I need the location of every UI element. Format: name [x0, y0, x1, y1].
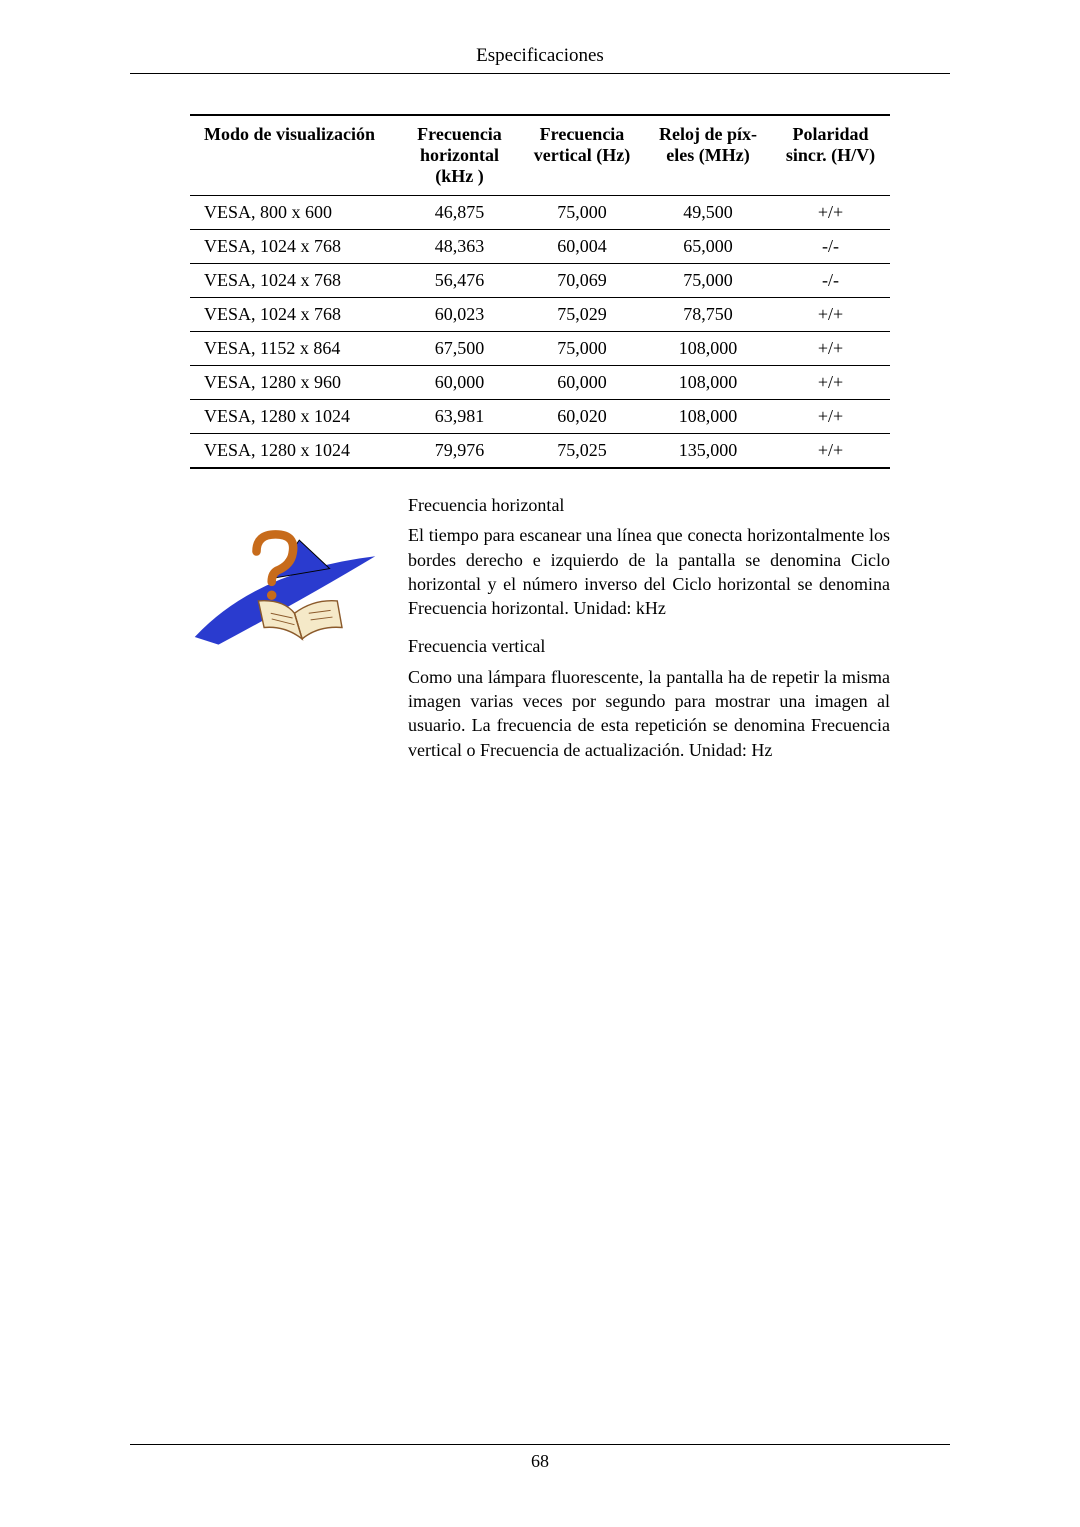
h-freq-title: Frecuencia horizontal — [408, 493, 890, 517]
explain-text: Frecuencia horizontal El tiempo para esc… — [408, 493, 890, 776]
table-cell: +/+ — [771, 400, 890, 434]
table-cell: VESA, 1280 x 1024 — [190, 434, 400, 469]
table-cell: +/+ — [771, 434, 890, 469]
th-hfreq-l3: (kHz ) — [406, 166, 513, 187]
table-cell: 60,000 — [400, 366, 519, 400]
th-vfreq-l2: vertical (Hz) — [525, 145, 639, 166]
table-cell: 135,000 — [645, 434, 771, 469]
th-pol-l1: Polaridad — [777, 124, 884, 145]
table-cell: VESA, 800 x 600 — [190, 196, 400, 230]
table-cell: +/+ — [771, 298, 890, 332]
v-freq-title: Frecuencia vertical — [408, 634, 890, 658]
table-cell: 65,000 — [645, 230, 771, 264]
table-row: VESA, 1280 x 102463,98160,020108,000+/+ — [190, 400, 890, 434]
table-cell: VESA, 1280 x 960 — [190, 366, 400, 400]
th-pclk-l2: eles (MHz) — [651, 145, 765, 166]
table-cell: 67,500 — [400, 332, 519, 366]
info-icon-svg — [190, 523, 380, 656]
page-header-title: Especificaciones — [130, 45, 950, 74]
table-cell: 108,000 — [645, 366, 771, 400]
table-cell: VESA, 1152 x 864 — [190, 332, 400, 366]
table-cell: +/+ — [771, 196, 890, 230]
table-row: VESA, 1280 x 96060,00060,000108,000+/+ — [190, 366, 890, 400]
table-cell: 78,750 — [645, 298, 771, 332]
table-cell: 60,000 — [519, 366, 645, 400]
th-hfreq-l1: Frecuencia — [406, 124, 513, 145]
th-pol: Polaridad sincr. (H/V) — [771, 115, 890, 196]
table-cell: VESA, 1024 x 768 — [190, 298, 400, 332]
table-cell: 56,476 — [400, 264, 519, 298]
table-row: VESA, 1280 x 102479,97675,025135,000+/+ — [190, 434, 890, 469]
table-cell: 75,000 — [519, 196, 645, 230]
th-pol-l2: sincr. (H/V) — [777, 145, 884, 166]
table-cell: 48,363 — [400, 230, 519, 264]
th-vfreq: Frecuencia vertical (Hz) — [519, 115, 645, 196]
spec-table: Modo de visualización Frecuencia horizon… — [190, 114, 890, 469]
table-cell: 46,875 — [400, 196, 519, 230]
th-mode: Modo de visualización — [190, 115, 400, 196]
table-cell: 75,029 — [519, 298, 645, 332]
table-cell: 75,000 — [645, 264, 771, 298]
table-cell: 70,069 — [519, 264, 645, 298]
table-cell: VESA, 1280 x 1024 — [190, 400, 400, 434]
th-vfreq-l1: Frecuencia — [525, 124, 639, 145]
page-footer: 68 — [130, 1444, 950, 1472]
th-hfreq: Frecuencia horizontal (kHz ) — [400, 115, 519, 196]
info-icon — [190, 493, 380, 661]
th-pclk-l1: Reloj de píx- — [651, 124, 765, 145]
table-cell: 75,025 — [519, 434, 645, 469]
table-cell: +/+ — [771, 366, 890, 400]
table-row: VESA, 1152 x 86467,50075,000108,000+/+ — [190, 332, 890, 366]
table-row: VESA, 800 x 60046,87575,00049,500+/+ — [190, 196, 890, 230]
table-cell: VESA, 1024 x 768 — [190, 264, 400, 298]
h-freq-body: El tiempo para escanear una línea que co… — [408, 523, 890, 620]
table-row: VESA, 1024 x 76848,36360,00465,000-/- — [190, 230, 890, 264]
th-hfreq-l2: horizontal — [406, 145, 513, 166]
table-cell: -/- — [771, 230, 890, 264]
table-cell: -/- — [771, 264, 890, 298]
table-cell: 60,020 — [519, 400, 645, 434]
table-cell: 79,976 — [400, 434, 519, 469]
table-cell: 108,000 — [645, 400, 771, 434]
table-row: VESA, 1024 x 76856,47670,06975,000-/- — [190, 264, 890, 298]
table-cell: 108,000 — [645, 332, 771, 366]
table-cell: 60,004 — [519, 230, 645, 264]
page-number: 68 — [531, 1451, 549, 1471]
table-cell: VESA, 1024 x 768 — [190, 230, 400, 264]
content-area: Modo de visualización Frecuencia horizon… — [130, 114, 950, 776]
th-pclk: Reloj de píx- eles (MHz) — [645, 115, 771, 196]
table-cell: 75,000 — [519, 332, 645, 366]
page: Especificaciones Modo de visualización F… — [0, 0, 1080, 1527]
table-cell: +/+ — [771, 332, 890, 366]
table-cell: 49,500 — [645, 196, 771, 230]
table-cell: 63,981 — [400, 400, 519, 434]
v-freq-body: Como una lámpara fluorescente, la pantal… — [408, 665, 890, 762]
explain-block: Frecuencia horizontal El tiempo para esc… — [190, 493, 890, 776]
table-header-row: Modo de visualización Frecuencia horizon… — [190, 115, 890, 196]
table-cell: 60,023 — [400, 298, 519, 332]
table-row: VESA, 1024 x 76860,02375,02978,750+/+ — [190, 298, 890, 332]
